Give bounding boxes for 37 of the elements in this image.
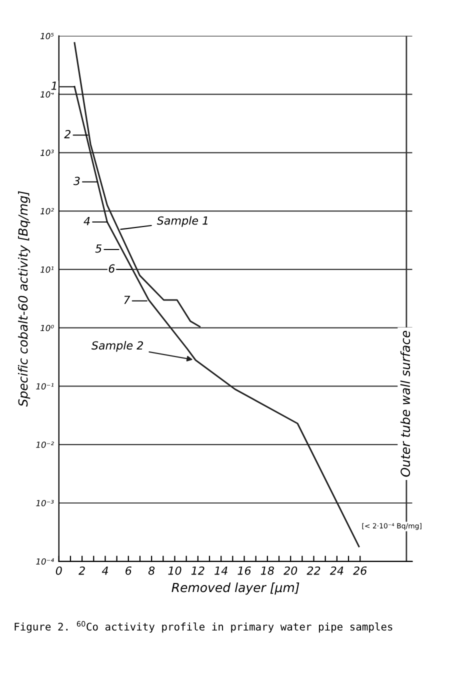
text: Figure 2. $^{60}$Co activity profile in primary water pipe samples [14, 621, 392, 633]
y-tick-label: 10³ [40, 150, 54, 156]
annotation: 4 [84, 216, 90, 226]
y-tick-label: 10⁻³ [36, 500, 54, 506]
annotation: Sample 2 [91, 341, 143, 352]
y-tick-label: 10⁻¹ [36, 383, 54, 390]
ref-line-label: Outer tube wall surface [400, 330, 410, 477]
x-tick-label: 26 [353, 566, 367, 575]
y-tick-label: 10⁰ [40, 324, 54, 332]
x-tick-label: 4 [102, 566, 108, 575]
annotation: 6 [108, 264, 115, 273]
x-tick-label: 0 [56, 566, 62, 575]
y-tick-label: 10⁵ [40, 32, 54, 40]
annotation: 1 [51, 82, 56, 90]
x-tick-label: 20 [284, 566, 298, 575]
x-tick-label: 8 [148, 566, 155, 575]
y-tick-label: 10¹ [40, 266, 54, 273]
x-tick-label: 2 [78, 566, 85, 575]
annotation: 5 [95, 244, 102, 253]
x-tick-label: 22 [306, 566, 320, 575]
annotation: 3 [73, 176, 80, 186]
x-tick-label: 16 [238, 566, 251, 575]
y-tick-label: 10² [40, 208, 54, 214]
annotation: 7 [124, 296, 130, 304]
y-tick-label: 10⁻² [36, 442, 54, 448]
x-tick-label: 18 [260, 566, 274, 575]
annotation: Sample 1 [156, 216, 208, 227]
x-tick-label: 6 [126, 566, 132, 575]
x-tick-label: 14 [214, 566, 228, 575]
x-tick-label: 24 [330, 566, 344, 575]
annotation: 2 [64, 130, 70, 138]
x-axis-title: Removed layer [µm] [172, 582, 300, 595]
y-tick-label: 10⁴ [40, 91, 54, 98]
y-tick-label: 10⁻⁴ [36, 558, 54, 565]
x-tick-label: 12 [191, 566, 204, 575]
y-axis-title: Specific cobalt-60 activity [Bq/mg] [18, 191, 30, 407]
x-tick-label: 10 [168, 566, 182, 575]
